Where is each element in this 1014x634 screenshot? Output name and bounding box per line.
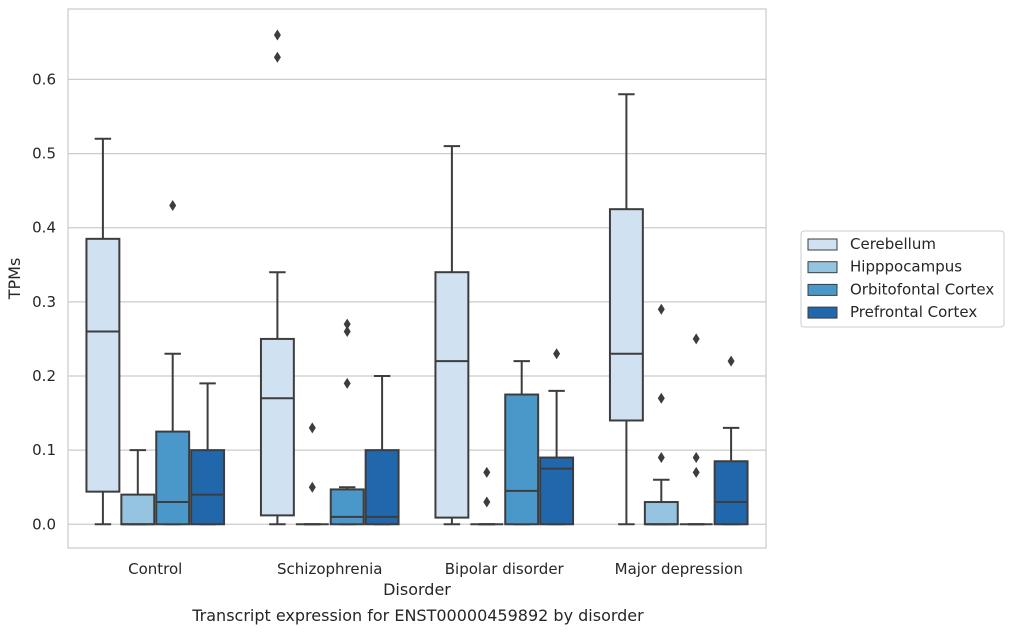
boxes [85,93,749,526]
x-tick-label: Major depression [615,560,743,578]
legend-swatch [807,238,838,251]
box-body [259,337,295,517]
outlier-point [553,348,561,360]
box-body [608,208,644,422]
legend-swatch [807,283,838,296]
box-0-2 [155,352,191,526]
box-0-1 [120,449,156,526]
x-axis-label: Disorder [383,580,451,599]
legend-swatch [807,306,838,319]
y-tick-label: 0.2 [32,367,56,385]
outlier-point [169,199,177,211]
y-tick-label: 0.5 [32,145,56,163]
x-tick-label: Bipolar disorder [445,560,565,578]
box-2-3 [539,389,575,526]
outlier-point [483,466,491,478]
outlier-point [308,422,316,434]
outlier-point [727,355,735,367]
outlier-point [273,29,281,41]
box-body [85,237,121,493]
box-2-0 [434,145,470,526]
box-body [155,430,191,526]
box-body [713,460,749,526]
outliers [169,29,735,508]
box-1-3 [364,374,400,526]
outlier-point [692,466,700,478]
box-body [539,456,575,526]
box-1-2 [329,486,365,526]
box-body [504,393,540,526]
box-3-3 [713,426,749,526]
outlier-point [343,377,351,389]
outlier-point [343,326,351,338]
outlier-point [692,333,700,345]
legend-label: Prefrontal Cortex [850,303,977,321]
outlier-point [273,51,281,63]
y-axis-label: TPMs [5,258,24,301]
box-body [120,493,156,526]
outlier-point [343,318,351,330]
box-3-1 [643,478,679,526]
outlier-point [483,496,491,508]
box-body [643,501,679,526]
outlier-point [657,392,665,404]
outlier-point [657,452,665,464]
y-tick-label: 0.3 [32,293,56,311]
y-tick-label: 0.0 [32,515,56,533]
box-body [364,449,400,526]
box-body [329,488,365,526]
x-tick-label: Schizophrenia [277,560,382,578]
outlier-point [692,452,700,464]
y-tick-label: 0.6 [32,70,56,88]
box-body [434,271,470,519]
y-tick-label: 0.4 [32,219,56,237]
legend-label: Cerebellum [850,235,936,253]
box-2-2 [504,360,540,526]
box-body [190,449,226,526]
box-1-0 [259,271,295,526]
outlier-point [308,481,316,493]
box-3-0 [608,93,644,526]
legend: Cerebellum Hipppocampus Orbitofontal Corte… [800,230,1005,328]
y-tick-labels: 0.0 0.1 0.2 0.3 0.4 0.5 0.6 [32,70,56,533]
x-tick-label: Control [128,560,182,578]
legend-frame [800,230,1005,328]
x-tick-labels: Control Schizophrenia Bipolar disorder Majo… [128,560,743,578]
legend-label: Orbitofontal Cortex [850,280,994,298]
legend-label: Hipppocampus [850,258,962,276]
legend-swatch [807,261,838,274]
box-0-3 [190,382,226,526]
box-0-0 [85,137,121,526]
y-tick-label: 0.1 [32,441,56,459]
figure-caption: Transcript expression for ENST0000045989… [192,606,644,625]
outlier-point [657,303,665,315]
plot-frame [67,8,767,549]
